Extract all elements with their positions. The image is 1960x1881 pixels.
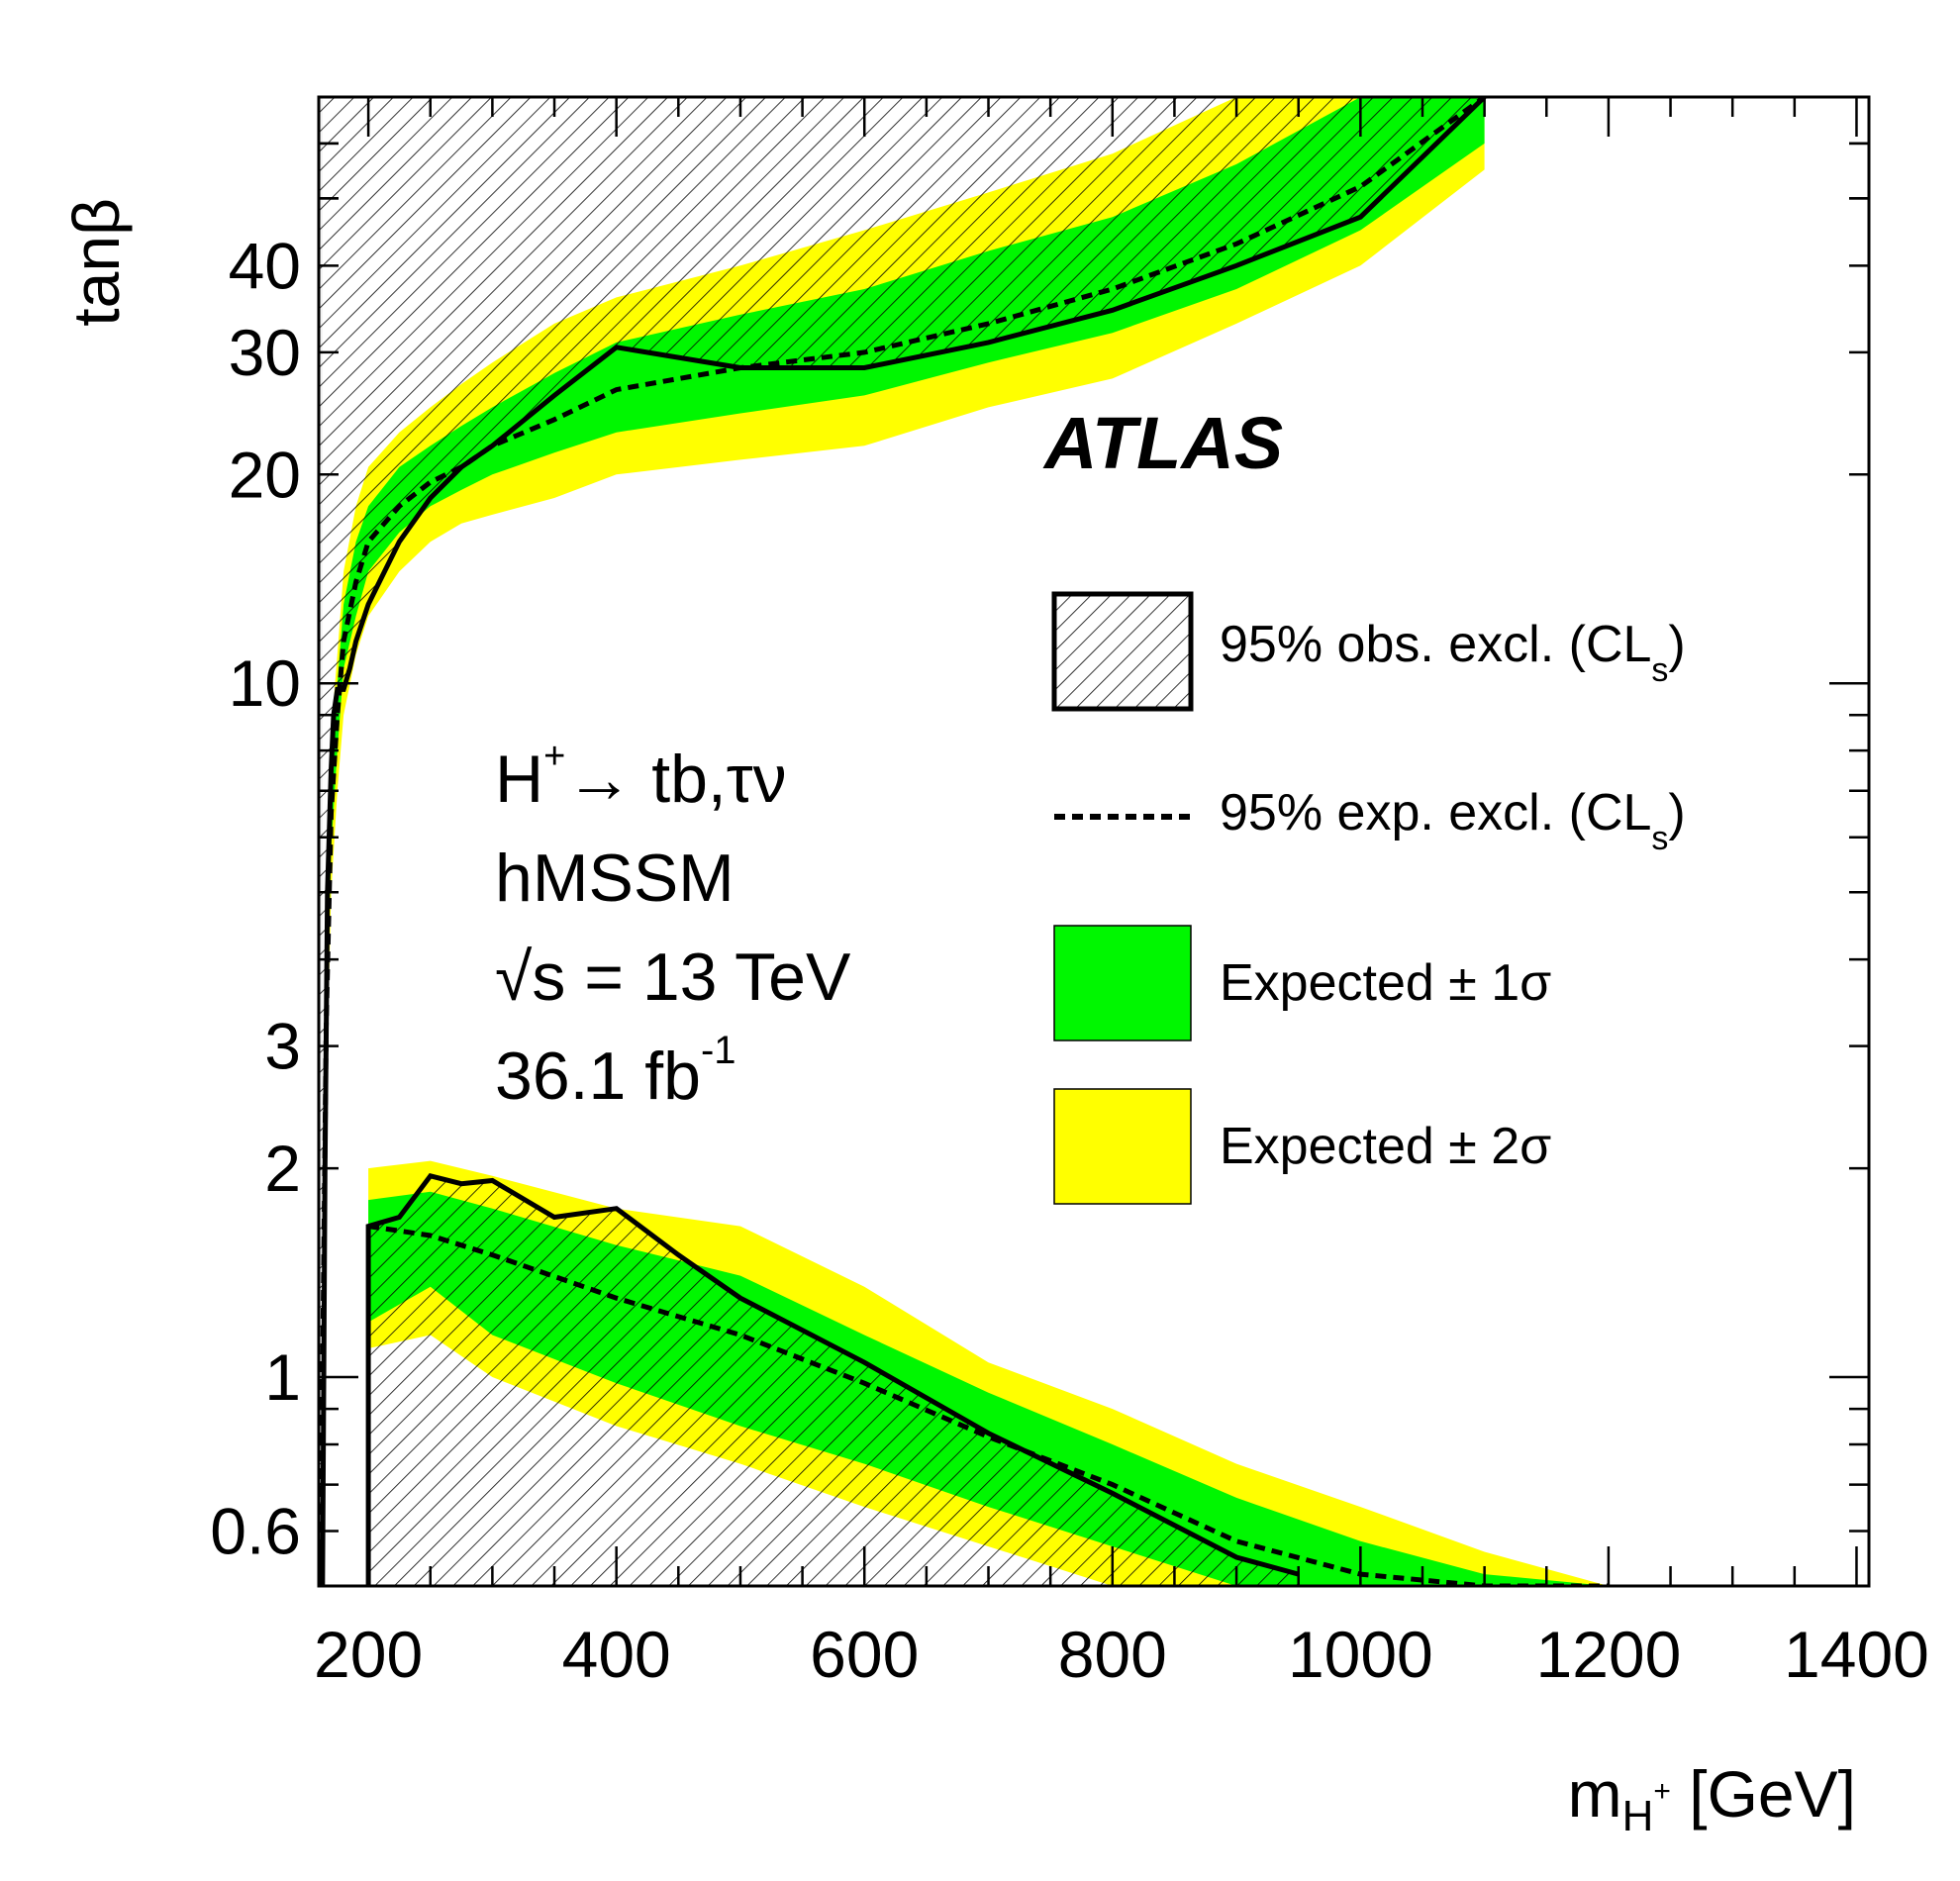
legend-label-exp: 95% exp. excl. (CLs) bbox=[1220, 784, 1686, 857]
lumi-annotation: 36.1 fb-1 bbox=[495, 1029, 736, 1114]
process-annotation: H+→ tb,τν bbox=[495, 736, 787, 817]
expected-curve-low bbox=[367, 1224, 1609, 1586]
x-tick-label: 600 bbox=[810, 1618, 919, 1691]
y-tick-label: 2 bbox=[264, 1132, 301, 1205]
model-annotation: hMSSM bbox=[495, 841, 735, 916]
legend-label-1sigma: Expected ± 1σ bbox=[1220, 954, 1551, 1012]
legend-label-obs: 95% obs. excl. (CLs) bbox=[1220, 616, 1686, 689]
y-tick-label: 3 bbox=[264, 1010, 301, 1083]
x-tick-label: 800 bbox=[1058, 1618, 1167, 1691]
energy-annotation: √s = 13 TeV bbox=[495, 940, 851, 1015]
y-tick-label: 10 bbox=[229, 646, 301, 720]
plot-frame bbox=[317, 95, 1871, 1588]
x-tick-label: 1400 bbox=[1784, 1618, 1929, 1691]
axis-titles: tanβ mH+ [GeV] bbox=[59, 198, 1856, 1840]
observed-curve-high bbox=[320, 97, 1487, 1586]
x-axis-title: mH+ [GeV] bbox=[1568, 1757, 1856, 1840]
x-tick-label: 200 bbox=[314, 1618, 423, 1691]
legend-label-2sigma: Expected ± 2σ bbox=[1220, 1118, 1551, 1175]
tick-layer: 200 400 600 800 1000 1200 1400 0.6 1 2 3 10 20 30 40 bbox=[210, 95, 1929, 1691]
legend-swatch-obs bbox=[1051, 591, 1194, 712]
legend-swatch-2sigma bbox=[1053, 1088, 1192, 1205]
x-tick-label: 400 bbox=[562, 1618, 671, 1691]
y-tick-label: 30 bbox=[229, 316, 301, 389]
y-tick-label: 1 bbox=[264, 1340, 301, 1414]
band-2sigma-high bbox=[319, 97, 1485, 1586]
observed-curve-low bbox=[365, 1172, 1300, 1586]
y-tick-label: 0.6 bbox=[210, 1495, 301, 1568]
experiment-label: ATLAS bbox=[1042, 402, 1283, 484]
y-axis-title: tanβ bbox=[59, 198, 133, 327]
hatch-obs-low bbox=[368, 1175, 1299, 1586]
curve-layer bbox=[319, 97, 1609, 1586]
y-tick-label: 20 bbox=[229, 438, 301, 511]
hatch-layer bbox=[319, 97, 1485, 1586]
physics-annotations: H+→ tb,τν hMSSM √s = 13 TeV 36.1 fb-1 bbox=[495, 736, 851, 1114]
legend-swatch-1sigma bbox=[1053, 925, 1192, 1041]
hatch-obs-high bbox=[319, 97, 1485, 1586]
legend: 95% obs. excl. (CLs) 95% exp. excl. (CLs… bbox=[1051, 591, 1686, 1205]
y-tick-label: 40 bbox=[229, 229, 301, 302]
x-tick-label: 1200 bbox=[1535, 1618, 1681, 1691]
x-tick-label: 1000 bbox=[1288, 1618, 1433, 1691]
